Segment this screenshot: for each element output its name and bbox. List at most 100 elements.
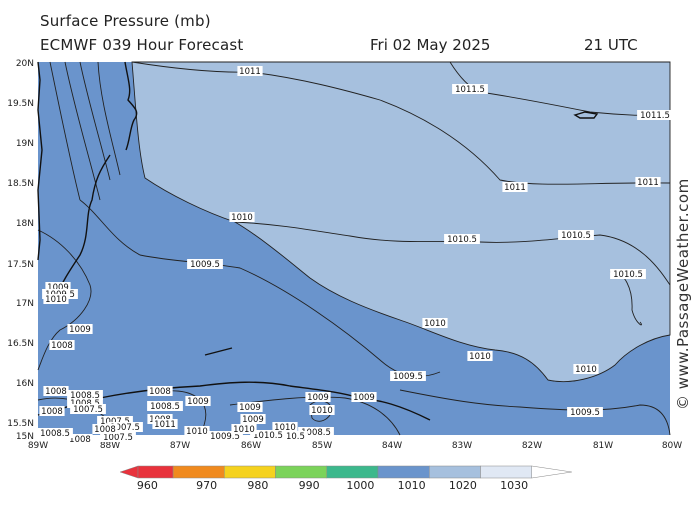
isobar-1009-5-se bbox=[399, 389, 671, 436]
colorbar-tick: 1000 bbox=[346, 479, 374, 492]
isobar-label: 1010 bbox=[573, 364, 599, 375]
colorbar: 960 970 980 990 1000 1010 1020 1030 bbox=[119, 465, 572, 492]
isobar-lines-w4 bbox=[97, 61, 121, 176]
lat-label: 16.5N bbox=[7, 339, 34, 349]
isobar-label-text: 1007.5 bbox=[110, 423, 140, 433]
isobar-label: 1010.5 bbox=[272, 431, 308, 442]
lat-axis: 20N 19.5N 19N 18.5N 18N 17.5N 17N 16.5N … bbox=[7, 59, 34, 442]
isobar-label-text: 1009 bbox=[187, 397, 209, 407]
isobar-label-text: 1007.5 bbox=[103, 433, 133, 443]
lon-label: 83W bbox=[452, 441, 472, 451]
colorbar-tick: 990 bbox=[299, 479, 320, 492]
isobar-label: 1010 bbox=[272, 422, 298, 433]
isobar-label-text: 1011.5 bbox=[640, 111, 670, 121]
isobar-label: 1008.5 bbox=[147, 401, 183, 412]
lat-label: 18.5N bbox=[7, 179, 34, 189]
isobar-label-text: 1008 bbox=[94, 425, 116, 435]
isobar-label-text: 1010.5 bbox=[447, 235, 477, 245]
colorbar-tick: 1030 bbox=[500, 479, 528, 492]
isobar-label: 1011 bbox=[635, 177, 661, 188]
model-label: ECMWF 039 Hour Forecast bbox=[40, 36, 244, 54]
lon-label: 85W bbox=[312, 441, 332, 451]
isobar-label-text: 1007.5 bbox=[73, 405, 103, 415]
isobar-label: 1010 bbox=[229, 212, 255, 223]
isobar-label: 1010 bbox=[43, 294, 69, 305]
isobar-label: 1008.5 bbox=[37, 428, 73, 439]
isobar-label-text: 1010 bbox=[45, 295, 67, 305]
credit-text: © www.PassageWeather.com bbox=[674, 178, 692, 410]
isobar-label-text: 1010 bbox=[311, 406, 333, 416]
lat-label: 19N bbox=[16, 139, 34, 149]
isobar-label-text: 1011 bbox=[154, 420, 176, 430]
isobar-label: 1011 bbox=[152, 419, 178, 430]
colorbar-segment bbox=[377, 465, 430, 479]
isobar-label: 1009 bbox=[240, 414, 266, 425]
isobar-label-text: 1011 bbox=[637, 178, 659, 188]
lat-label: 15N bbox=[16, 432, 34, 442]
isobar-label: 1010 bbox=[422, 318, 448, 329]
colorbar-segment bbox=[480, 465, 532, 479]
lon-axis: 89W 88W 87W 86W 85W 84W 83W 82W 81W 80W bbox=[28, 441, 682, 451]
lat-label: 16N bbox=[16, 379, 34, 389]
isobar-label-text: 1011 bbox=[239, 67, 261, 77]
isobar-label: 1010 bbox=[467, 351, 493, 362]
isobar-label: 1009.5 bbox=[187, 259, 223, 270]
swan-islands bbox=[204, 347, 233, 356]
isobar-label-text: 1009.5 bbox=[570, 408, 600, 418]
high-pressure-region bbox=[131, 61, 671, 383]
colorbar-tick: 1020 bbox=[449, 479, 477, 492]
isobar-label: 1010 bbox=[184, 426, 210, 437]
isobar-label-text: 1008.5 bbox=[40, 429, 70, 439]
isobar-label-text: 1010.5 bbox=[561, 231, 591, 241]
isobar-label: 1009 bbox=[45, 282, 71, 293]
forecast-date: Fri 02 May 2025 bbox=[370, 36, 491, 54]
isobar-label: 1009.5 bbox=[567, 407, 603, 418]
isobar-1011-5 bbox=[449, 61, 671, 117]
isobar-label-text: 1010 bbox=[469, 352, 491, 362]
isobar-label: 1009 bbox=[237, 402, 263, 413]
forecast-time: 21 UTC bbox=[584, 36, 638, 54]
colorbar-tick: 980 bbox=[247, 479, 268, 492]
lat-label: 19.5N bbox=[7, 99, 34, 109]
isobar-label: 1009 bbox=[67, 324, 93, 335]
isobar-label-text: 1008.5 bbox=[150, 402, 180, 412]
isobar-label-text: 1008 bbox=[69, 435, 91, 445]
isobar-label: 1008.5 bbox=[298, 427, 334, 438]
isobar-label-text: 1009.5 bbox=[210, 432, 240, 442]
isobar-label: 1011.5 bbox=[637, 110, 673, 121]
isobar-label-text: 1010.5 bbox=[275, 432, 305, 442]
lon-label: 87W bbox=[170, 441, 190, 451]
colorbar-segment bbox=[326, 465, 379, 479]
lat-label: 20N bbox=[16, 59, 34, 69]
isobar-label-text: 1008 bbox=[51, 341, 73, 351]
isobar-label-text: 1009.5 bbox=[393, 372, 423, 382]
lat-label: 17N bbox=[16, 299, 34, 309]
yucatan-coast bbox=[37, 61, 43, 261]
lat-label: 15.5N bbox=[7, 419, 34, 429]
lon-label: 84W bbox=[382, 441, 402, 451]
isobar-label-text: 1010 bbox=[424, 319, 446, 329]
isobar-label: 1009 bbox=[351, 392, 377, 403]
isobar-label-text: 1010 bbox=[274, 423, 296, 433]
isobar-label: 1010.5 bbox=[610, 269, 646, 280]
isobar-label: 1009 bbox=[185, 396, 211, 407]
isobar-label: 1008 bbox=[92, 424, 118, 435]
chart-title: Surface Pressure (mb) bbox=[40, 12, 211, 30]
isobar-lines-w1 bbox=[49, 61, 81, 201]
isobar-label-text: 1010 bbox=[233, 425, 255, 435]
colorbar-segment bbox=[429, 465, 481, 479]
isobar-label-text: 1008.5 bbox=[301, 428, 331, 438]
lon-label: 81W bbox=[593, 441, 613, 451]
cozumel-coast bbox=[124, 61, 138, 151]
isobar-label: 1011 bbox=[237, 66, 263, 77]
isobar-label: 1007.5 bbox=[70, 404, 106, 415]
isobar-label-text: 1008 bbox=[149, 387, 171, 397]
lon-label: 82W bbox=[522, 441, 542, 451]
colorbar-segment bbox=[275, 465, 327, 479]
colorbar-tick: 960 bbox=[137, 479, 158, 492]
isobar-label-text: 1009 bbox=[242, 415, 264, 425]
cuba-isle bbox=[573, 111, 599, 119]
colorbar-segment bbox=[119, 465, 139, 479]
